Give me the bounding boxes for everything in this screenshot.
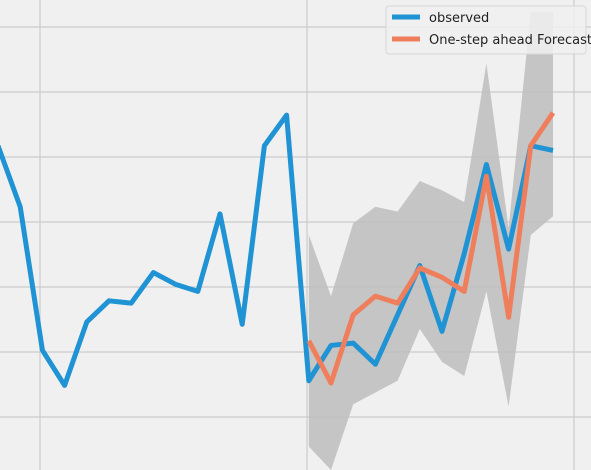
confidence-band xyxy=(308,11,553,470)
series-lines xyxy=(0,111,556,388)
confidence-interval xyxy=(308,11,553,470)
forecast-line xyxy=(306,111,556,386)
legend-label-observed: observed xyxy=(429,11,489,26)
legend: observed One-step ahead Forecast xyxy=(385,5,591,55)
observed-line xyxy=(0,112,554,388)
legend-label-forecast: One-step ahead Forecast xyxy=(429,33,591,48)
legend-box xyxy=(385,5,587,55)
